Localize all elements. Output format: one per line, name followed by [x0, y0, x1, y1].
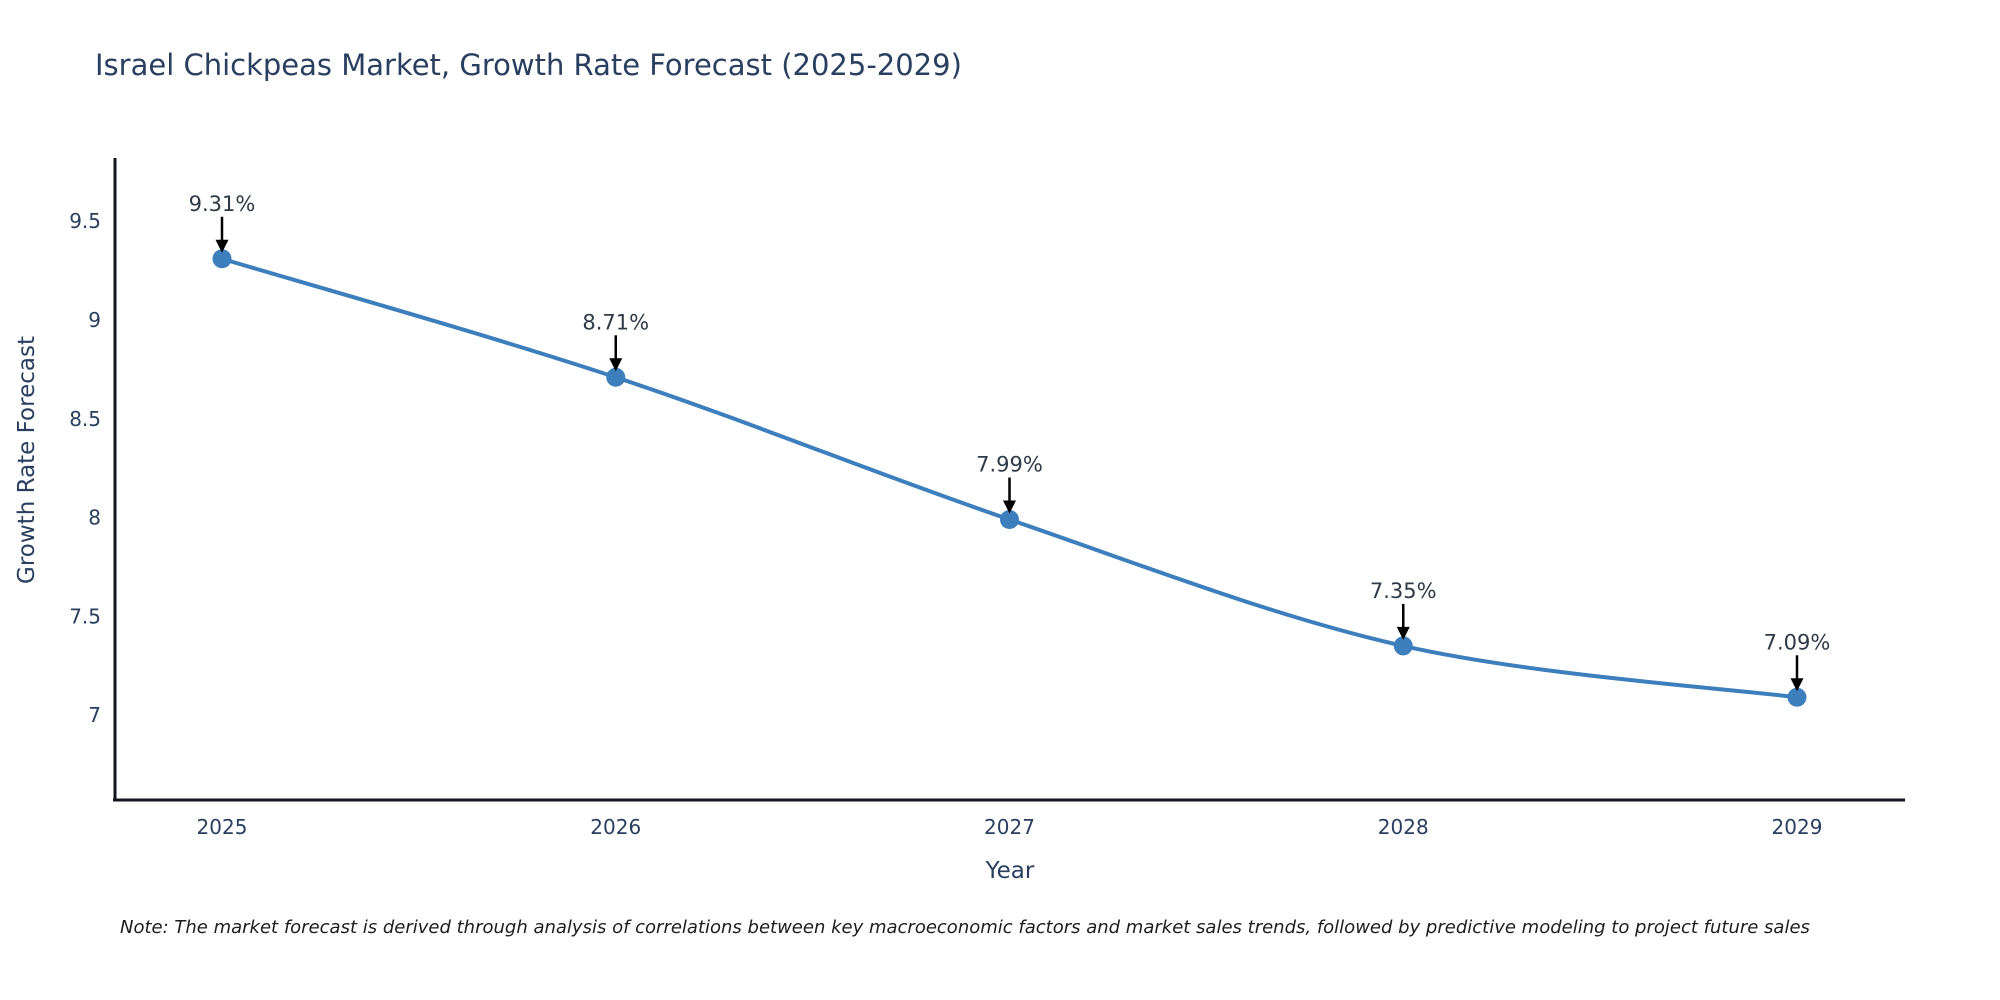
annotation-label: 7.99% [976, 453, 1043, 477]
x-tick-label: 2027 [984, 815, 1035, 839]
y-tick-label: 8.5 [69, 407, 101, 431]
chart-title: Israel Chickpeas Market, Growth Rate For… [95, 48, 962, 82]
annotation-label: 7.09% [1764, 630, 1831, 654]
y-tick-label: 9.5 [69, 209, 101, 233]
annotation-label: 9.31% [189, 192, 256, 216]
data-point-2025[interactable] [212, 249, 232, 269]
y-tick-label: 7.5 [69, 604, 101, 628]
annotation-arrowhead [609, 358, 623, 372]
x-tick-label: 2025 [197, 815, 248, 839]
annotation-label: 8.71% [582, 310, 649, 334]
x-tick-label: 2029 [1772, 815, 1823, 839]
data-point-2028[interactable] [1393, 636, 1413, 656]
x-axis-title: Year [985, 858, 1035, 884]
footnote-text: Note: The market forecast is derived thr… [120, 917, 1810, 938]
annotation-arrowhead [1003, 500, 1016, 514]
annotation-label: 7.35% [1370, 579, 1437, 603]
x-tick-label: 2026 [590, 815, 641, 839]
data-point-2027[interactable] [1000, 510, 1019, 530]
y-tick-label: 9 [88, 308, 101, 332]
y-tick-label: 8 [88, 506, 101, 530]
annotation-arrowhead [1396, 626, 1410, 640]
data-point-2029[interactable] [1787, 687, 1807, 707]
annotation-arrowhead [215, 239, 229, 253]
x-tick-label: 2028 [1378, 815, 1429, 839]
data-point-2026[interactable] [606, 367, 626, 387]
annotation-arrowhead [1790, 678, 1804, 692]
y-tick-label: 7 [88, 703, 101, 727]
